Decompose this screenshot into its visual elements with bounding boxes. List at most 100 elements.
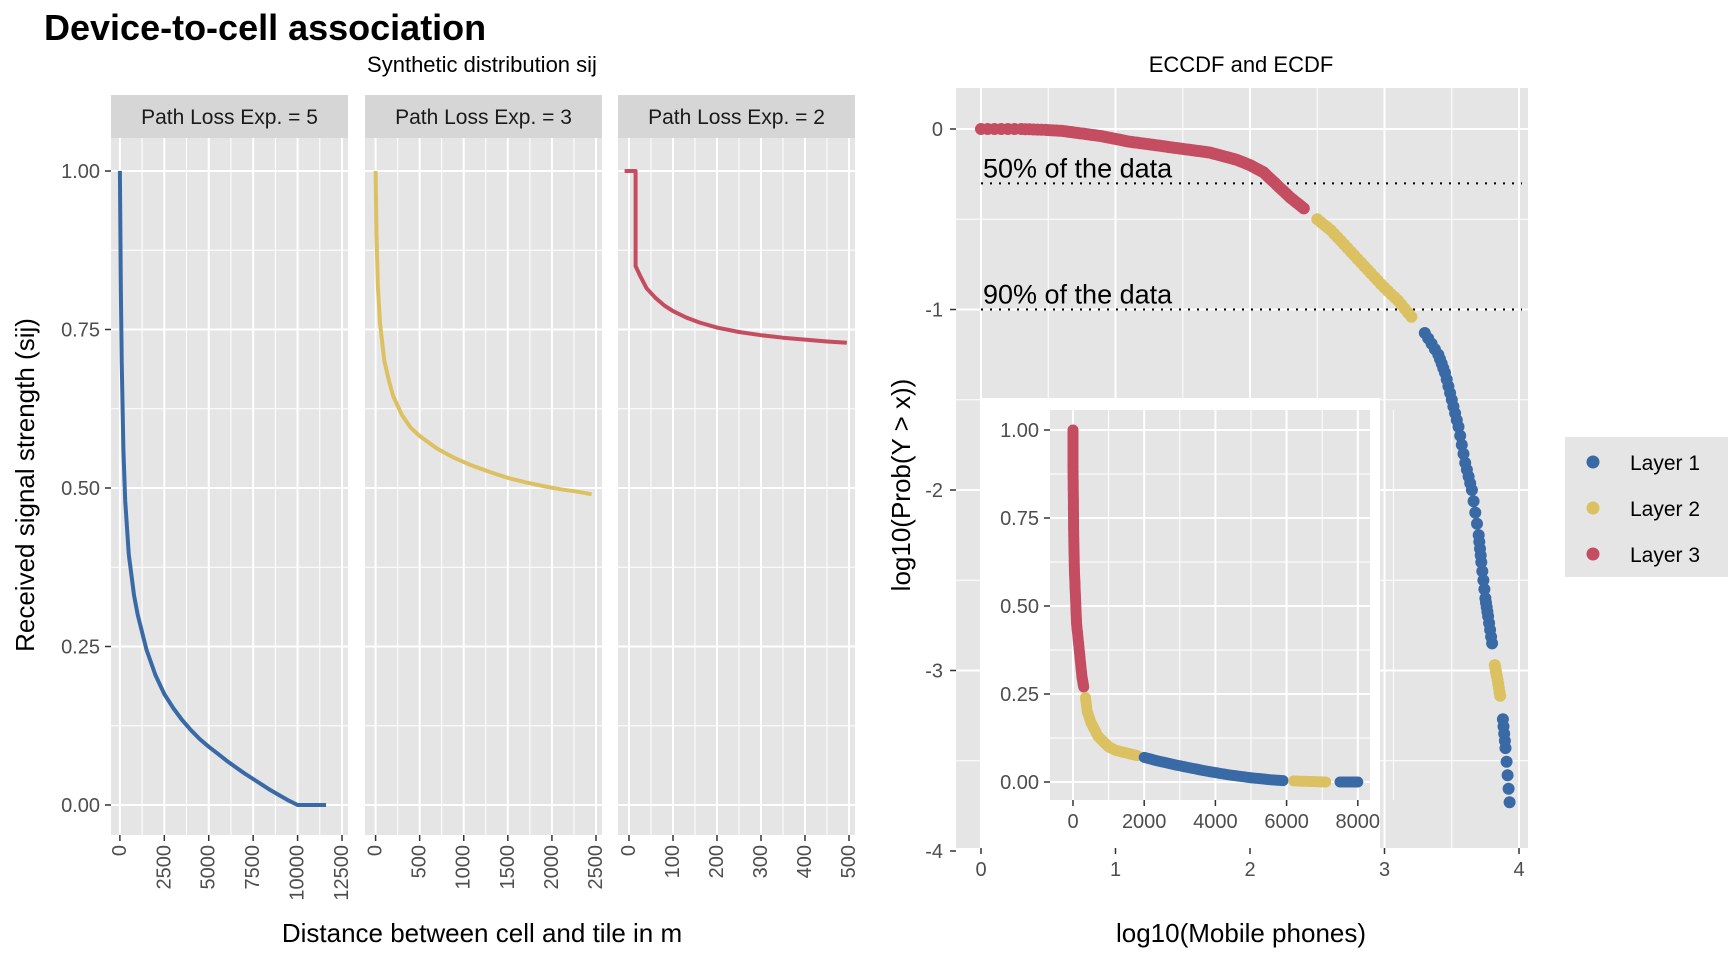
x-tick-label: 4 bbox=[1513, 859, 1524, 881]
facet-strip bbox=[618, 95, 855, 138]
x-tick-label: 3 bbox=[1379, 859, 1390, 881]
x-tick-label: 4000 bbox=[1193, 811, 1238, 833]
facet-3: Path Loss Exp. = 2 0 100 200 300 400 500 bbox=[618, 95, 860, 878]
x-tick-label: 8000 bbox=[1336, 811, 1381, 833]
facet-strip bbox=[365, 95, 602, 138]
x-tick-label: 5000 bbox=[198, 845, 220, 890]
x-tick-label: 0 bbox=[109, 845, 131, 856]
data-point bbox=[1501, 769, 1514, 782]
x-tick-label: 10000 bbox=[287, 845, 309, 901]
y-tick-label: 0.75 bbox=[61, 320, 100, 342]
left-y-axis: 0.00 0.25 0.50 0.75 1.00 bbox=[61, 161, 111, 817]
y-tick-label: 0.00 bbox=[61, 795, 100, 817]
facet-strip-label: Path Loss Exp. = 2 bbox=[648, 106, 825, 129]
x-tick-label: 1000 bbox=[453, 845, 475, 890]
data-point bbox=[1476, 565, 1489, 578]
data-point bbox=[1465, 484, 1478, 496]
data-point bbox=[1467, 495, 1480, 508]
legend-key-1 bbox=[1586, 455, 1600, 469]
legend: Layer 1 Layer 2 Layer 3 bbox=[1565, 437, 1728, 577]
panel-background bbox=[618, 138, 855, 835]
data-point bbox=[1320, 776, 1332, 788]
x-tick-label: 0 bbox=[365, 845, 387, 856]
y-tick-label: -1 bbox=[925, 300, 943, 322]
eccdf-panel: 50% of the data 90% of the data 0 -1 -2 -3 -4 0… bbox=[925, 88, 1528, 881]
facet-strip bbox=[111, 95, 348, 138]
y-tick-label: 0.00 bbox=[1000, 772, 1039, 794]
y-tick-label: 0.25 bbox=[1000, 684, 1039, 706]
figure-title: Device-to-cell association bbox=[44, 7, 486, 48]
y-tick-label: 0 bbox=[932, 119, 943, 141]
x-tick-label: 300 bbox=[750, 845, 772, 878]
x-tick-label: 100 bbox=[662, 845, 684, 878]
legend-key-2 bbox=[1586, 501, 1600, 515]
facet-panels: Path Loss Exp. = 50 2500 5000 7500 10000 1250… bbox=[61, 95, 860, 901]
data-point bbox=[1471, 517, 1483, 530]
right-subtitle: ECCDF and ECDF bbox=[1149, 52, 1334, 77]
facet-strip-label: Path Loss Exp. = 5 bbox=[141, 106, 318, 129]
x-tick-label: 1 bbox=[1110, 859, 1121, 881]
data-point bbox=[1277, 775, 1289, 787]
data-point bbox=[1478, 583, 1491, 596]
y-tick-label: 0.50 bbox=[61, 478, 100, 500]
series-line bbox=[117, 170, 326, 807]
facet-1: Path Loss Exp. = 5 0 2500 5000 7500 10000 1250… bbox=[109, 95, 353, 901]
x-tick-label: 6000 bbox=[1264, 811, 1309, 833]
panel-background bbox=[365, 138, 602, 835]
x-tick-label: 0 bbox=[1067, 811, 1078, 833]
y-tick-label: 1.00 bbox=[1000, 420, 1039, 442]
data-point bbox=[1494, 689, 1507, 702]
data-point bbox=[1475, 556, 1488, 569]
y-tick-label: -4 bbox=[925, 841, 943, 863]
panel-background bbox=[111, 138, 348, 835]
legend-label-1: Layer 1 bbox=[1630, 452, 1700, 475]
y-tick-label: 0.25 bbox=[61, 637, 100, 659]
data-point bbox=[1352, 776, 1364, 788]
legend-label-2: Layer 2 bbox=[1630, 498, 1700, 521]
reference-label: 50% of the data bbox=[983, 153, 1173, 183]
x-tick-label: 200 bbox=[706, 845, 728, 878]
x-tick-label: 2 bbox=[1244, 859, 1255, 881]
data-point bbox=[1499, 742, 1512, 755]
left-subtitle: Synthetic distribution sij bbox=[367, 52, 597, 77]
x-tick-label: 2500 bbox=[585, 845, 607, 890]
x-tick-label: 0 bbox=[975, 859, 986, 881]
y-tick-label: 1.00 bbox=[61, 161, 100, 183]
series-line bbox=[624, 169, 847, 345]
data-point bbox=[1503, 796, 1516, 809]
y-tick-label: 0.75 bbox=[1000, 508, 1039, 530]
data-point bbox=[1455, 438, 1468, 451]
x-tick-label: 0 bbox=[618, 845, 640, 856]
right-x-axis-title: log10(Mobile phones) bbox=[1116, 918, 1366, 948]
legend-label-3: Layer 3 bbox=[1630, 544, 1700, 567]
reference-label: 90% of the data bbox=[983, 280, 1173, 310]
data-point bbox=[1297, 202, 1310, 215]
x-tick-label: 2500 bbox=[153, 845, 175, 890]
data-point bbox=[1405, 310, 1418, 323]
x-tick-label: 400 bbox=[794, 845, 816, 878]
x-tick-label: 2000 bbox=[541, 845, 563, 890]
facet-2: Path Loss Exp. = 3 0 500 1000 1500 2000 2500 bbox=[365, 95, 607, 890]
facet-strip-label: Path Loss Exp. = 3 bbox=[395, 106, 572, 129]
legend-key-3 bbox=[1586, 547, 1600, 561]
x-tick-label: 2000 bbox=[1122, 811, 1167, 833]
inset-points bbox=[1067, 424, 1364, 788]
x-tick-label: 7500 bbox=[242, 845, 264, 890]
x-tick-label: 1500 bbox=[497, 845, 519, 890]
y-tick-label: -3 bbox=[925, 661, 943, 683]
x-tick-label: 500 bbox=[838, 845, 860, 878]
left-x-axis-title: Distance between cell and tile in m bbox=[282, 918, 682, 948]
data-point bbox=[1502, 782, 1515, 795]
data-point bbox=[1457, 447, 1470, 460]
x-tick-label: 12500 bbox=[331, 845, 353, 901]
right-y-axis-title: log10(Prob(Y > x)) bbox=[886, 379, 916, 592]
series-line bbox=[373, 170, 592, 497]
data-point bbox=[1454, 429, 1467, 442]
data-point bbox=[1452, 420, 1465, 433]
data-point bbox=[1469, 506, 1482, 519]
data-point bbox=[1477, 574, 1490, 587]
x-tick-label: 500 bbox=[409, 845, 431, 878]
y-tick-label: 0.50 bbox=[1000, 596, 1039, 618]
eccdf-points bbox=[975, 123, 1516, 809]
